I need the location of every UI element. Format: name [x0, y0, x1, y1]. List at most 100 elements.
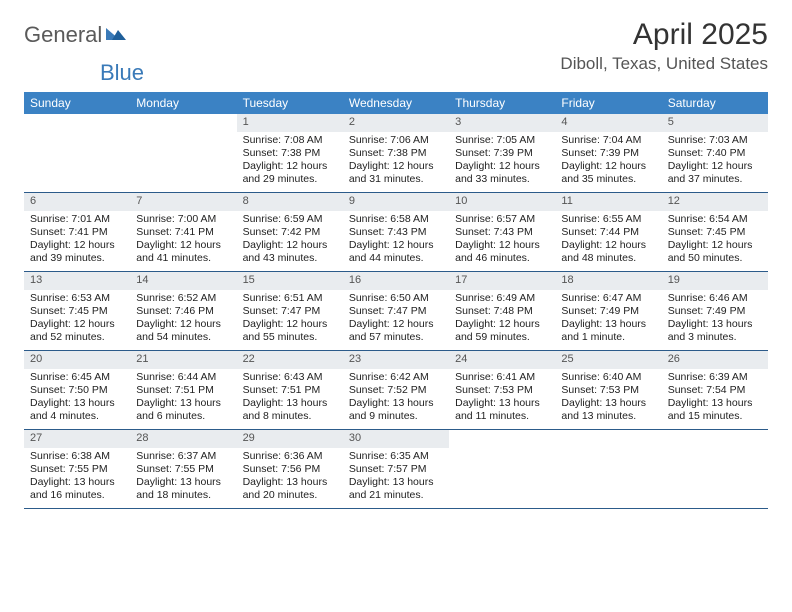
day-number: 19	[662, 272, 768, 290]
day-number: 3	[449, 114, 555, 132]
sunrise-text: Sunrise: 6:42 AM	[349, 371, 443, 384]
sunrise-text: Sunrise: 6:46 AM	[668, 292, 762, 305]
day-number: 27	[24, 430, 130, 448]
dl1-text: Daylight: 13 hours	[243, 476, 337, 489]
dl1-text: Daylight: 12 hours	[349, 160, 443, 173]
dl1-text: Daylight: 12 hours	[561, 239, 655, 252]
dl2-text: and 52 minutes.	[30, 331, 124, 344]
calendar: SundayMondayTuesdayWednesdayThursdayFrid…	[24, 92, 768, 509]
day-body: Sunrise: 6:57 AMSunset: 7:43 PMDaylight:…	[449, 213, 555, 266]
day-body: Sunrise: 6:46 AMSunset: 7:49 PMDaylight:…	[662, 292, 768, 345]
day-number: 29	[237, 430, 343, 448]
dl1-text: Daylight: 13 hours	[30, 397, 124, 410]
sunrise-text: Sunrise: 6:41 AM	[455, 371, 549, 384]
title-block: April 2025 Diboll, Texas, United States	[560, 18, 768, 74]
day-cell: 21Sunrise: 6:44 AMSunset: 7:51 PMDayligh…	[130, 351, 236, 429]
day-number: 9	[343, 193, 449, 211]
day-cell: 27Sunrise: 6:38 AMSunset: 7:55 PMDayligh…	[24, 430, 130, 508]
sunset-text: Sunset: 7:54 PM	[668, 384, 762, 397]
dl1-text: Daylight: 13 hours	[136, 397, 230, 410]
day-header: Wednesday	[343, 92, 449, 114]
day-cell	[24, 114, 130, 192]
sunset-text: Sunset: 7:45 PM	[668, 226, 762, 239]
dl2-text: and 20 minutes.	[243, 489, 337, 502]
sunrise-text: Sunrise: 6:50 AM	[349, 292, 443, 305]
day-body: Sunrise: 7:00 AMSunset: 7:41 PMDaylight:…	[130, 213, 236, 266]
day-cell: 5Sunrise: 7:03 AMSunset: 7:40 PMDaylight…	[662, 114, 768, 192]
weeks-container: 1Sunrise: 7:08 AMSunset: 7:38 PMDaylight…	[24, 114, 768, 509]
day-number: 5	[662, 114, 768, 132]
day-cell: 25Sunrise: 6:40 AMSunset: 7:53 PMDayligh…	[555, 351, 661, 429]
sunrise-text: Sunrise: 6:51 AM	[243, 292, 337, 305]
dl2-text: and 6 minutes.	[136, 410, 230, 423]
dl1-text: Daylight: 12 hours	[243, 318, 337, 331]
dl2-text: and 8 minutes.	[243, 410, 337, 423]
week-row: 20Sunrise: 6:45 AMSunset: 7:50 PMDayligh…	[24, 351, 768, 430]
day-number: 28	[130, 430, 236, 448]
sunset-text: Sunset: 7:51 PM	[243, 384, 337, 397]
sunrise-text: Sunrise: 6:37 AM	[136, 450, 230, 463]
sunset-text: Sunset: 7:39 PM	[561, 147, 655, 160]
logo-text-general: General	[24, 22, 102, 48]
sunset-text: Sunset: 7:43 PM	[455, 226, 549, 239]
day-cell: 16Sunrise: 6:50 AMSunset: 7:47 PMDayligh…	[343, 272, 449, 350]
day-number: 22	[237, 351, 343, 369]
sunrise-text: Sunrise: 6:58 AM	[349, 213, 443, 226]
sunrise-text: Sunrise: 6:40 AM	[561, 371, 655, 384]
day-cell: 1Sunrise: 7:08 AMSunset: 7:38 PMDaylight…	[237, 114, 343, 192]
dl2-text: and 29 minutes.	[243, 173, 337, 186]
sunrise-text: Sunrise: 6:52 AM	[136, 292, 230, 305]
sunset-text: Sunset: 7:39 PM	[455, 147, 549, 160]
day-body: Sunrise: 7:06 AMSunset: 7:38 PMDaylight:…	[343, 134, 449, 187]
day-cell: 4 Sunrise: 7:04 AMSunset: 7:39 PMDaylight…	[555, 114, 661, 192]
sunrise-text: Sunrise: 6:39 AM	[668, 371, 762, 384]
day-number: 13	[24, 272, 130, 290]
day-cell: 2Sunrise: 7:06 AMSunset: 7:38 PMDaylight…	[343, 114, 449, 192]
day-cell: 24Sunrise: 6:41 AMSunset: 7:53 PMDayligh…	[449, 351, 555, 429]
day-number: 12	[662, 193, 768, 211]
day-number: 1	[237, 114, 343, 132]
day-number: 16	[343, 272, 449, 290]
dl1-text: Daylight: 13 hours	[561, 397, 655, 410]
day-body: Sunrise: 6:55 AMSunset: 7:44 PMDaylight:…	[555, 213, 661, 266]
sunrise-text: Sunrise: 6:45 AM	[30, 371, 124, 384]
dl1-text: Daylight: 13 hours	[668, 397, 762, 410]
dl1-text: Daylight: 12 hours	[561, 160, 655, 173]
day-number: 24	[449, 351, 555, 369]
day-number: 11	[555, 193, 661, 211]
dl2-text: and 59 minutes.	[455, 331, 549, 344]
dl1-text: Daylight: 13 hours	[349, 397, 443, 410]
dl1-text: Daylight: 12 hours	[30, 318, 124, 331]
dl1-text: Daylight: 12 hours	[349, 318, 443, 331]
sunset-text: Sunset: 7:56 PM	[243, 463, 337, 476]
day-body: Sunrise: 7:05 AMSunset: 7:39 PMDaylight:…	[449, 134, 555, 187]
day-number: 4	[555, 114, 661, 132]
dl2-text: and 33 minutes.	[455, 173, 549, 186]
dl1-text: Daylight: 12 hours	[349, 239, 443, 252]
day-body: Sunrise: 6:35 AMSunset: 7:57 PMDaylight:…	[343, 450, 449, 503]
day-cell: 30Sunrise: 6:35 AMSunset: 7:57 PMDayligh…	[343, 430, 449, 508]
sunrise-text: Sunrise: 7:03 AM	[668, 134, 762, 147]
sunset-text: Sunset: 7:45 PM	[30, 305, 124, 318]
day-body: Sunrise: 6:36 AMSunset: 7:56 PMDaylight:…	[237, 450, 343, 503]
sunrise-text: Sunrise: 6:59 AM	[243, 213, 337, 226]
sunrise-text: Sunrise: 6:43 AM	[243, 371, 337, 384]
sunrise-text: Sunrise: 7:06 AM	[349, 134, 443, 147]
logo: General	[24, 18, 130, 48]
day-number: 18	[555, 272, 661, 290]
day-number: 21	[130, 351, 236, 369]
sunset-text: Sunset: 7:57 PM	[349, 463, 443, 476]
sunset-text: Sunset: 7:49 PM	[668, 305, 762, 318]
dl1-text: Daylight: 12 hours	[455, 239, 549, 252]
dl1-text: Daylight: 12 hours	[668, 239, 762, 252]
day-body: Sunrise: 6:39 AMSunset: 7:54 PMDaylight:…	[662, 371, 768, 424]
dl1-text: Daylight: 12 hours	[136, 239, 230, 252]
day-number: 8	[237, 193, 343, 211]
sunrise-text: Sunrise: 7:04 AM	[561, 134, 655, 147]
dl1-text: Daylight: 12 hours	[668, 160, 762, 173]
sunrise-text: Sunrise: 7:01 AM	[30, 213, 124, 226]
sunrise-text: Sunrise: 6:38 AM	[30, 450, 124, 463]
dl2-text: and 57 minutes.	[349, 331, 443, 344]
day-cell: 9Sunrise: 6:58 AMSunset: 7:43 PMDaylight…	[343, 193, 449, 271]
sunrise-text: Sunrise: 6:35 AM	[349, 450, 443, 463]
